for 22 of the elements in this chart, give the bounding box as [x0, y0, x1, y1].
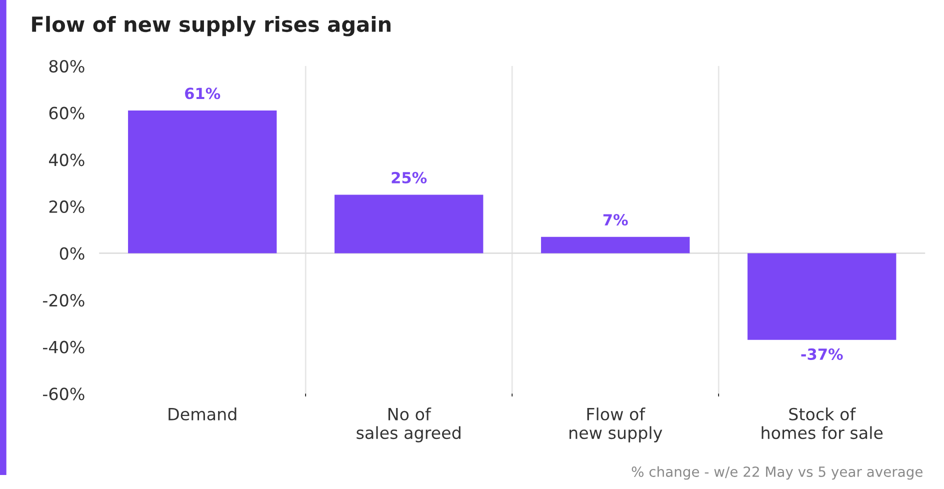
data-label: 25%: [392, 172, 427, 184]
x-tick-label: Demand: [168, 408, 236, 420]
x-tick-label: Flow of new supply: [570, 408, 662, 442]
x-tick-label: Stock of homes for sale: [762, 408, 883, 440]
data-label: 7%: [603, 214, 628, 226]
bar: [128, 110, 277, 254]
y-tick-label: 80%: [49, 60, 84, 73]
chart-title: Flow of new supply rises again: [32, 16, 390, 36]
data-label: 61%: [185, 88, 220, 100]
y-tick-label: 0%: [60, 247, 84, 260]
y-tick-label: 40%: [49, 154, 84, 166]
data-label: -37%: [801, 348, 843, 360]
text: % change - w/e 22 May vs 5 year average: [632, 466, 922, 480]
y-tick-label: 20%: [49, 200, 84, 213]
bar: [334, 194, 484, 254]
y-tick-label: 60%: [49, 106, 84, 120]
y-tick-label: -20%: [42, 294, 84, 307]
y-tick-label: -60%: [42, 388, 84, 400]
bar: [541, 236, 690, 254]
x-tick-label: No of sales agreed: [356, 408, 460, 442]
y-tick-label: -40%: [42, 340, 84, 354]
bar: [748, 253, 896, 340]
